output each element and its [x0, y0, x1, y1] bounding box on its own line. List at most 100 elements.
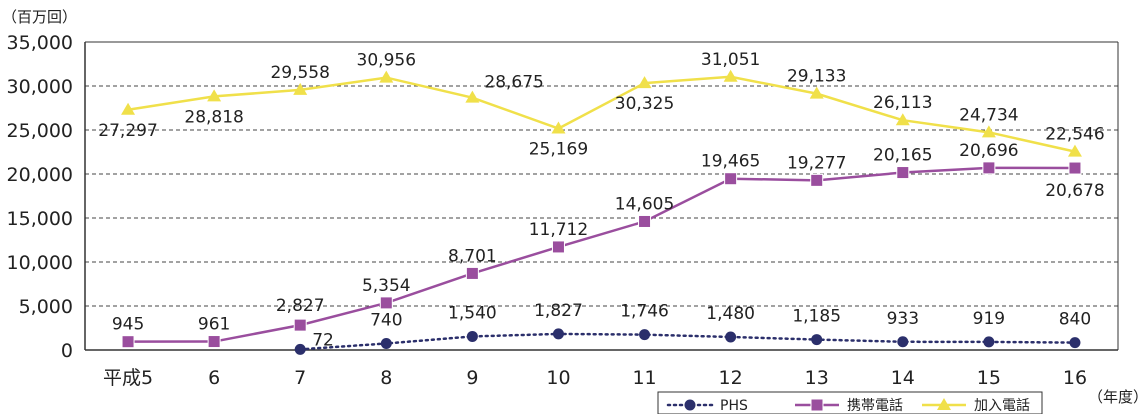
data-point	[465, 266, 479, 280]
x-tick-label: 10	[546, 367, 570, 389]
data-point	[379, 70, 394, 83]
data-label: 19,465	[701, 152, 760, 172]
x-tick-label: 8	[380, 367, 392, 389]
legend-label: 携帯電話	[847, 397, 903, 414]
x-tick-label: 16	[1063, 367, 1087, 389]
data-point	[983, 336, 995, 348]
x-tick-label: 14	[891, 367, 915, 389]
data-label: 740	[370, 310, 402, 330]
data-label: 28,818	[184, 107, 243, 127]
data-label: 1,746	[620, 302, 669, 322]
data-label: 24,734	[959, 105, 1018, 125]
data-label: 14,605	[615, 194, 674, 214]
data-label: 22,546	[1045, 125, 1104, 145]
legend: PHS 携帯電話 加入電話	[657, 391, 1043, 414]
data-point	[207, 89, 222, 102]
x-tick-label: 13	[805, 367, 829, 389]
data-label: 2,827	[276, 296, 325, 316]
x-tick-label: 7	[294, 367, 306, 389]
x-tick-label: 9	[466, 367, 478, 389]
data-label: 31,051	[701, 50, 760, 70]
y-tick-label: 25,000	[7, 120, 73, 142]
data-point	[896, 166, 910, 180]
y-tick-label: 0	[61, 340, 73, 362]
data-point	[982, 161, 996, 175]
data-label: 30,325	[615, 94, 674, 114]
data-label: 29,133	[787, 67, 846, 87]
x-tick-label: 12	[719, 367, 743, 389]
data-label: 840	[1059, 310, 1091, 330]
x-tick-labels: 平成5 6 7 8 9 10 11 12 13 14 15 16	[103, 367, 1087, 389]
data-point	[725, 331, 737, 343]
legend-label: PHS	[720, 398, 748, 414]
y-tick-label: 15,000	[7, 208, 73, 230]
series-1	[294, 328, 1081, 355]
x-unit-label: （年度）	[1088, 388, 1143, 406]
data-label: 945	[112, 315, 144, 335]
data-point	[724, 172, 738, 186]
data-label: 1,827	[534, 301, 583, 321]
data-point	[380, 337, 392, 349]
y-tick-labels: 0 5,000 10,000 15,000 20,000 25,000 30,000 35,0…	[7, 32, 73, 362]
legend-marker	[937, 398, 951, 410]
legend-item: PHS	[666, 398, 748, 414]
data-point	[895, 113, 910, 126]
data-point	[809, 86, 824, 99]
y-tick-label: 20,000	[7, 164, 73, 186]
data-point	[294, 343, 306, 355]
data-point	[810, 173, 824, 187]
data-point	[1069, 337, 1081, 349]
data-point	[639, 329, 651, 341]
data-label: 961	[198, 315, 230, 335]
data-label: 1,540	[448, 303, 497, 323]
x-tick-label: 11	[632, 367, 656, 389]
data-point	[551, 121, 566, 134]
data-point	[121, 335, 135, 349]
data-label: 20,696	[959, 141, 1018, 161]
legend-marker	[810, 398, 824, 412]
data-point	[379, 296, 393, 310]
grid	[85, 41, 1118, 307]
data-label: 8,701	[448, 246, 497, 266]
data-point	[637, 76, 652, 89]
data-point	[981, 125, 996, 138]
y-tick-label: 30,000	[7, 76, 73, 98]
data-point	[1068, 161, 1082, 175]
legend-item: 携帯電話	[795, 397, 903, 414]
data-label: 933	[887, 309, 919, 329]
data-label: 28,675	[484, 73, 543, 93]
series-2	[121, 161, 1082, 349]
legend-label: 加入電話	[974, 397, 1030, 414]
data-point	[552, 328, 564, 340]
data-point	[1067, 144, 1082, 157]
series-3	[121, 69, 1082, 157]
data-point	[293, 82, 308, 95]
data-label: 19,277	[787, 153, 846, 173]
y-tick-label: 35,000	[7, 32, 73, 54]
data-point	[121, 102, 136, 115]
data-point	[811, 334, 823, 346]
data-point	[897, 336, 909, 348]
data-point	[465, 90, 480, 103]
data-label: 20,165	[873, 146, 932, 166]
data-label: 72	[312, 330, 334, 350]
data-label: 30,956	[357, 51, 416, 71]
x-tick-label: 平成5	[103, 367, 153, 389]
series-line	[128, 166, 1075, 343]
data-labels: 72 740 1,540 1,827 1,746 1,480 1,185 933 919 840 9…	[98, 50, 1104, 351]
series-line	[127, 75, 1076, 153]
y-tick-label: 10,000	[7, 252, 73, 274]
x-tick-label: 15	[977, 367, 1001, 389]
series-line	[298, 332, 1077, 351]
data-point	[466, 330, 478, 342]
data-label: 919	[973, 309, 1005, 329]
legend-item: 加入電話	[922, 397, 1030, 414]
data-point	[207, 335, 221, 349]
data-label: 5,354	[362, 276, 411, 296]
data-label: 1,480	[706, 304, 755, 324]
data-point	[551, 240, 565, 254]
data-point	[723, 69, 738, 82]
data-point	[638, 214, 652, 228]
data-label: 27,297	[98, 121, 157, 141]
